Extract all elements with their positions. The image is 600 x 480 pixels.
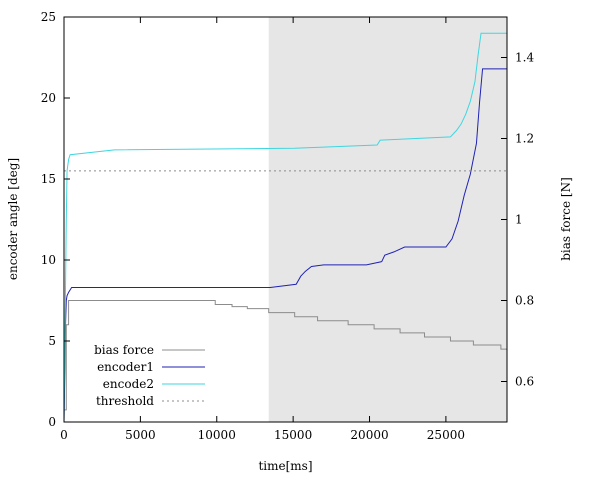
- y-axis-label-left: encoder angle [deg]: [6, 158, 20, 280]
- x-axis-label: time[ms]: [258, 459, 312, 473]
- y-tick-label-right: 1.2: [515, 132, 534, 146]
- legend-label: encode2: [103, 377, 154, 391]
- legend-label: encoder1: [97, 360, 154, 374]
- y-axis-label-right: bias force [N]: [559, 177, 573, 261]
- y-tick-label-left: 0: [48, 415, 56, 429]
- y-tick-label-left: 15: [41, 172, 56, 186]
- series-line-encode2: [63, 32, 507, 423]
- x-tick-label: 5000: [125, 428, 156, 442]
- y-tick-label-right: 1.4: [515, 51, 534, 65]
- shaded-region-layer: [268, 17, 507, 422]
- legend-label: bias force: [94, 343, 154, 357]
- y-tick-label-left: 10: [41, 253, 56, 267]
- y-tick-label-left: 5: [48, 334, 56, 348]
- y-tick-label-left: 20: [41, 91, 56, 105]
- shaded-region: [268, 17, 507, 422]
- x-tick-label: 0: [60, 428, 68, 442]
- y-tick-label-left: 25: [41, 10, 56, 24]
- y-tick-label-right: 1: [515, 213, 523, 227]
- y-tick-label-right: 0.6: [515, 375, 534, 389]
- series-layer: [63, 32, 507, 423]
- legend: bias force encoder1 encode2 threshold: [94, 343, 205, 408]
- x-tick-label: 15000: [274, 428, 312, 442]
- tick-layer: 0 5000 10000 15000 20000 25000 0 5 10 15 20 25 0.6 0.…: [41, 10, 535, 442]
- legend-label: threshold: [96, 394, 154, 408]
- series-line-encoder1: [63, 68, 507, 423]
- x-tick-label: 10000: [198, 428, 236, 442]
- x-tick-label: 20000: [350, 428, 388, 442]
- series-line-bias-force: [64, 300, 507, 411]
- x-tick-label: 25000: [427, 428, 465, 442]
- y-tick-label-right: 0.8: [515, 294, 534, 308]
